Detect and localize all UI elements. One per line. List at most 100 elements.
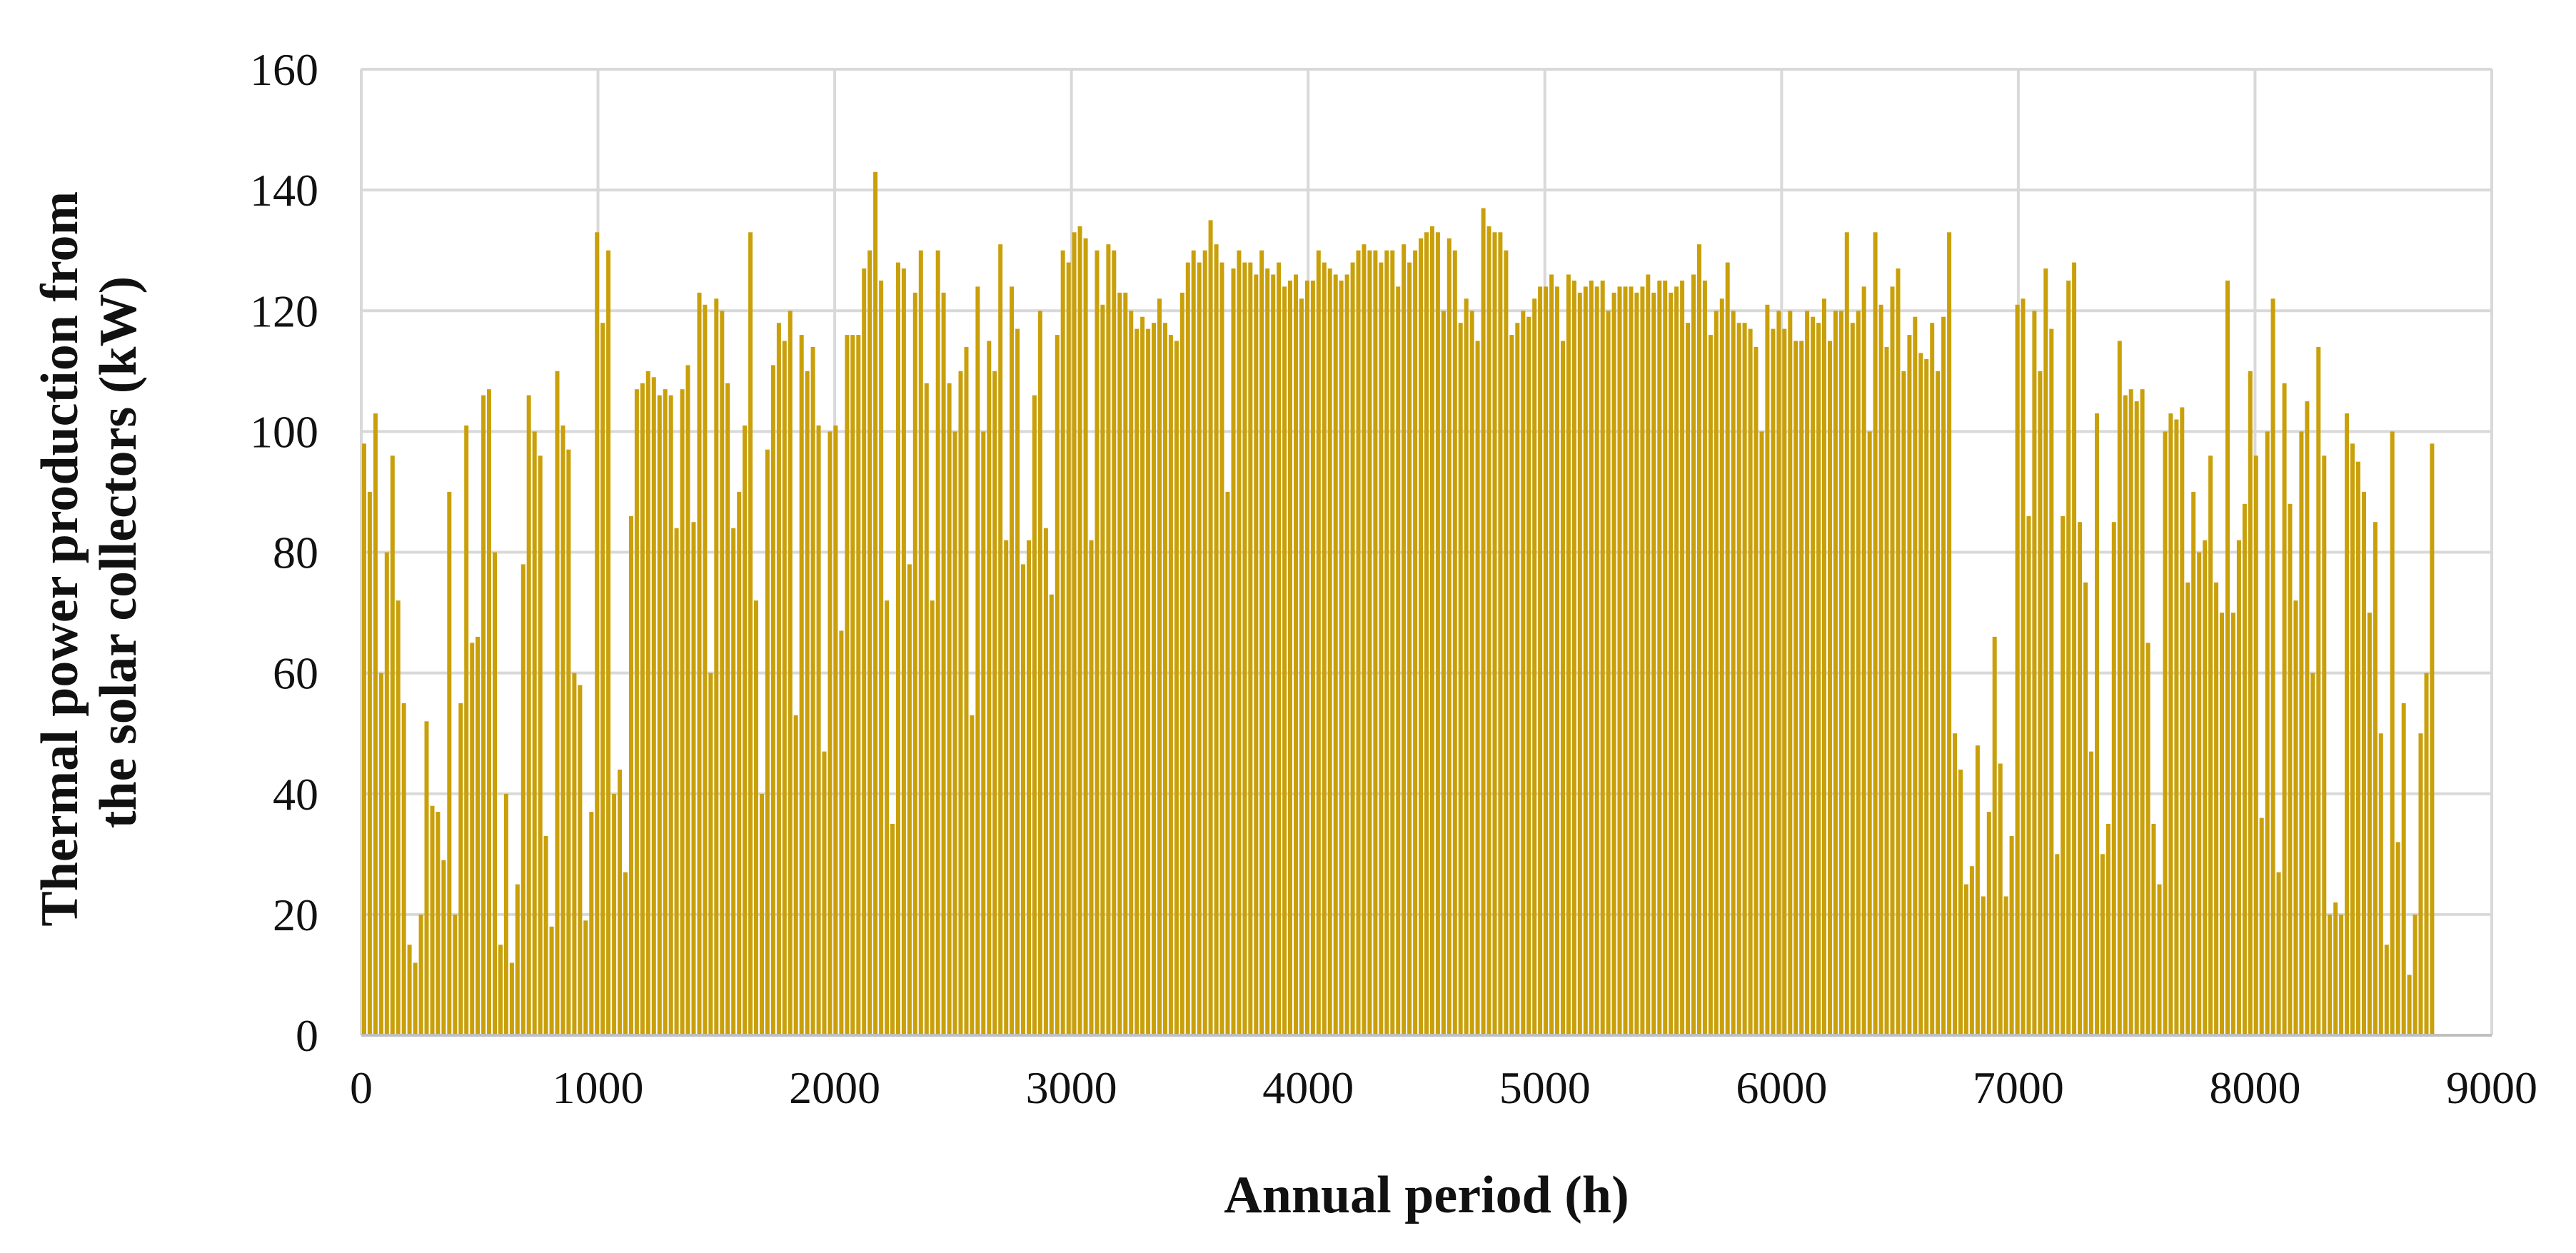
x-tick-label: 0 <box>350 1062 373 1113</box>
data-bar <box>1811 316 1816 1035</box>
data-bar <box>2214 582 2219 1035</box>
data-bar <box>691 522 696 1035</box>
data-bar <box>2220 613 2224 1035</box>
data-bar <box>1486 226 1491 1035</box>
data-bar <box>2339 914 2344 1035</box>
data-bar <box>1816 323 1821 1035</box>
data-bar <box>509 962 514 1035</box>
data-bar <box>1032 395 1037 1035</box>
data-bar <box>1748 328 1753 1036</box>
data-bar <box>634 389 639 1035</box>
y-tick-label: 100 <box>250 406 318 457</box>
data-bar <box>2413 914 2417 1035</box>
data-bar <box>2322 456 2327 1035</box>
data-bar <box>2095 413 2099 1035</box>
data-bar <box>560 425 565 1035</box>
data-bar <box>1686 323 1690 1035</box>
data-bar <box>890 824 895 1035</box>
data-bar <box>1873 232 1878 1035</box>
x-tick-labels: 0 1000 2000 3000 4000 5000 6000 7000 8000 9000 <box>350 1062 2537 1113</box>
data-bar <box>714 298 719 1035</box>
data-bar <box>1362 244 1367 1036</box>
data-bar <box>765 449 770 1035</box>
data-bar <box>1759 431 1764 1035</box>
data-bar <box>1549 274 1554 1035</box>
data-bar <box>1435 232 1440 1035</box>
data-bar <box>1907 335 1912 1036</box>
data-bar <box>464 425 469 1035</box>
data-bar <box>1225 491 1230 1035</box>
data-bar <box>896 262 900 1036</box>
data-bar <box>470 643 475 1035</box>
data-bar <box>2003 896 2008 1035</box>
data-bar <box>833 425 838 1035</box>
y-axis-title-line-1: Thermal power production from <box>31 191 89 927</box>
data-bar <box>1248 262 1253 1036</box>
data-bar <box>2128 389 2133 1035</box>
data-bar <box>2163 431 2168 1035</box>
data-bar <box>2083 582 2088 1035</box>
data-bar <box>2401 703 2406 1035</box>
data-bar <box>1861 286 1866 1035</box>
data-bar <box>873 171 878 1035</box>
data-bar <box>703 304 708 1035</box>
data-bar <box>1413 250 1418 1036</box>
data-bar <box>2253 456 2258 1035</box>
data-bar <box>2100 854 2105 1035</box>
data-bar <box>1856 311 1861 1036</box>
data-bar <box>856 335 861 1036</box>
data-bar <box>1646 274 1651 1035</box>
data-bar <box>1208 220 1213 1035</box>
data-bar <box>2134 401 2139 1035</box>
data-bar <box>1015 328 1020 1036</box>
data-bar <box>2259 817 2264 1035</box>
data-bar <box>1583 286 1588 1035</box>
data-bar <box>1890 286 1895 1035</box>
data-bar <box>1617 286 1622 1035</box>
data-bar <box>1055 335 1060 1036</box>
data-bar <box>1963 884 1968 1035</box>
data-bar <box>754 600 758 1035</box>
data-bar <box>441 860 446 1035</box>
data-bar <box>1344 274 1349 1035</box>
data-bar <box>845 335 850 1036</box>
data-bar <box>606 250 611 1036</box>
data-bar <box>481 395 486 1035</box>
data-bar <box>1884 347 1889 1035</box>
data-bar <box>1850 323 1855 1035</box>
data-bar <box>1299 298 1304 1035</box>
data-bar <box>1277 262 1282 1036</box>
data-bar <box>595 232 600 1035</box>
data-bar <box>1072 232 1077 1035</box>
data-bar <box>1112 250 1117 1036</box>
data-bar <box>2333 902 2338 1035</box>
data-bar <box>941 292 946 1035</box>
data-bar <box>1799 341 1804 1035</box>
data-bar <box>1254 274 1259 1035</box>
data-bar <box>1197 262 1202 1036</box>
data-bar <box>1060 250 1065 1036</box>
data-bar <box>1339 281 1344 1035</box>
data-bar <box>1430 226 1434 1035</box>
data-bar <box>2367 613 2372 1035</box>
data-bar <box>1077 226 1082 1035</box>
data-bar <box>1947 232 1952 1035</box>
x-tick-label: 3000 <box>1026 1062 1117 1113</box>
data-bar <box>2282 383 2287 1035</box>
data-bar <box>493 552 497 1035</box>
data-bar <box>1651 292 1656 1035</box>
data-bar <box>822 751 827 1035</box>
data-bar <box>629 515 633 1035</box>
data-bar <box>1742 323 1747 1035</box>
data-bar <box>2236 540 2241 1035</box>
data-bar <box>2270 298 2275 1035</box>
data-bar <box>1719 298 1724 1035</box>
data-bar <box>453 914 458 1035</box>
x-tick-label: 4000 <box>1262 1062 1354 1113</box>
data-bar <box>1509 335 1514 1036</box>
data-bar <box>1515 323 1520 1035</box>
data-bar <box>1680 281 1685 1035</box>
data-bar <box>2293 600 2298 1035</box>
data-bar <box>1282 286 1287 1035</box>
data-bar <box>2038 371 2043 1035</box>
